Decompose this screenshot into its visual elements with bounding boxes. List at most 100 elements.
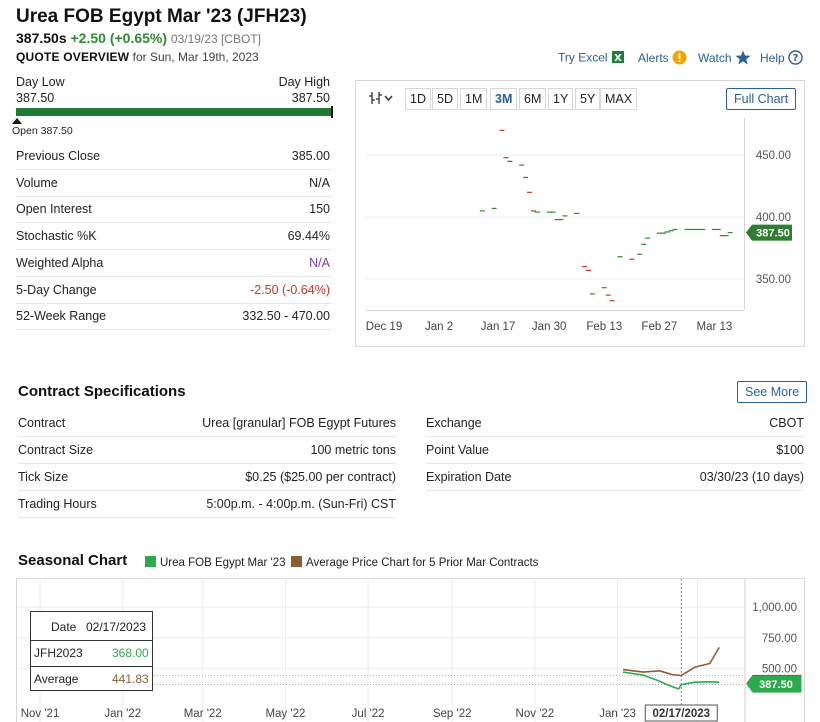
seasonal-y-tick: 500.00 bbox=[762, 663, 797, 675]
day-low-value: 387.50 bbox=[16, 91, 55, 105]
candlestick-icon bbox=[369, 92, 393, 104]
seasonal-series-current bbox=[622, 671, 720, 690]
tooltip-date-value: 02/17/2023 bbox=[86, 620, 147, 634]
price-chart-x-tick: Feb 13 bbox=[586, 321, 622, 333]
seasonal-x-tick: Jul '22 bbox=[352, 708, 385, 720]
spec-row: Contract Size 100 metric tons bbox=[18, 437, 396, 464]
open-label: Open 387.50 bbox=[12, 125, 73, 137]
range-button-5y[interactable]: 5Y bbox=[575, 88, 601, 110]
full-chart-button[interactable]: Full Chart bbox=[726, 88, 797, 110]
spec-value: Urea [granular] FOB Egypt Futures bbox=[202, 416, 396, 430]
chart-type-button[interactable] bbox=[368, 90, 394, 109]
spec-row: Tick Size $0.25 ($25.00 per contract) bbox=[18, 464, 396, 491]
spec-value: 100 metric tons bbox=[310, 443, 396, 457]
spec-row: Contract Urea [granular] FOB Egypt Future… bbox=[18, 410, 396, 437]
watch-link[interactable]: Watch bbox=[698, 50, 751, 68]
quote-overview-heading: QUOTE OVERVIEW for Sun, Mar 19th, 2023 bbox=[16, 50, 259, 64]
seasonal-x-tick: Jan '23 bbox=[599, 708, 636, 720]
see-more-button[interactable]: See More bbox=[737, 381, 808, 403]
quote-row-value: 150 bbox=[309, 202, 330, 217]
price-summary: 387.50s +2.50 (+0.65%) 03/19/23 [CBOT] bbox=[16, 30, 261, 46]
quote-row: Volume N/A bbox=[16, 171, 332, 197]
quote-row-label: Previous Close bbox=[16, 149, 101, 163]
open-marker-icon bbox=[12, 118, 22, 124]
quote-row-value: -2.50 (-0.64%) bbox=[250, 282, 330, 297]
spec-value: $0.25 ($25.00 per contract) bbox=[245, 470, 396, 484]
spec-label: Expiration Date bbox=[426, 470, 512, 484]
tooltip-row2-label: Average bbox=[34, 672, 79, 686]
price-chart-x-tick: Jan 2 bbox=[425, 321, 453, 333]
seasonal-badge-text: 387.50 bbox=[759, 679, 793, 691]
spec-row: Exchange CBOT bbox=[426, 410, 804, 437]
spec-label: Trading Hours bbox=[18, 497, 97, 511]
quote-row-label: Open Interest bbox=[16, 202, 92, 217]
last-price-badge: 387.50 bbox=[746, 224, 792, 241]
price-chart: 450.00 400.00 350.00 Dec 19 Jan 2 Jan 17 Jan 3… bbox=[366, 118, 792, 333]
svg-text:?: ? bbox=[793, 53, 799, 64]
seasonal-series-average bbox=[622, 646, 720, 677]
quote-row-label: 52-Week Range bbox=[16, 309, 107, 324]
price-chart-x-tick: Dec 19 bbox=[366, 321, 402, 333]
excel-icon: X bbox=[611, 50, 625, 67]
seasonal-y-tick: 750.00 bbox=[762, 633, 797, 645]
seasonal-tooltip: Date 02/17/2023 JFH2023 368.00 Average 4… bbox=[30, 611, 153, 691]
day-range-bar bbox=[16, 106, 333, 118]
price-chart-y-tick: 350.00 bbox=[756, 274, 791, 286]
last-price: 387.50s bbox=[16, 30, 67, 46]
spec-row: Point Value $100 bbox=[426, 437, 804, 464]
range-button-1d[interactable]: 1D bbox=[405, 88, 431, 110]
quote-row-value: 69.44% bbox=[287, 229, 330, 244]
spec-value: CBOT bbox=[769, 416, 804, 430]
seasonal-x-tick: Nov '21 bbox=[21, 708, 60, 720]
alert-icon bbox=[672, 50, 687, 68]
spec-value: 03/30/23 (10 days) bbox=[699, 470, 804, 484]
day-range-fill bbox=[16, 108, 332, 116]
spec-label: Tick Size bbox=[18, 470, 69, 484]
quote-row-label: Stochastic %K bbox=[16, 229, 97, 244]
day-high-label: Day High bbox=[278, 75, 330, 89]
price-chart-x-tick: Feb 27 bbox=[641, 321, 677, 333]
quote-row: Previous Close 385.00 bbox=[16, 144, 332, 170]
seasonal-x-tick: Nov '22 bbox=[516, 708, 555, 720]
day-high-value: 387.50 bbox=[291, 91, 330, 105]
quote-row-value: 332.50 - 470.00 bbox=[242, 309, 330, 324]
price-chart-x-tick: Mar 13 bbox=[697, 321, 733, 333]
range-button-3m[interactable]: 3M bbox=[490, 88, 518, 110]
seasonal-y-tick: 1,000.00 bbox=[752, 602, 797, 614]
seasonal-chart-title: Seasonal Chart bbox=[18, 552, 128, 569]
seasonal-x-tick: Mar '22 bbox=[184, 708, 222, 720]
seasonal-hover-date: 02/17/2023 bbox=[644, 704, 718, 722]
page-title: Urea FOB Egypt Mar '23 (JFH23) bbox=[16, 6, 307, 27]
seasonal-x-tick: May '22 bbox=[265, 708, 305, 720]
legend-item-current: Urea FOB Egypt Mar '23 bbox=[145, 556, 286, 569]
seasonal-x-tick: Jan '22 bbox=[104, 708, 141, 720]
range-button-1m[interactable]: 1M bbox=[460, 88, 488, 110]
range-button-6m[interactable]: 6M bbox=[519, 88, 547, 110]
quote-row: Weighted Alpha N/A bbox=[16, 251, 332, 277]
spec-label: Contract bbox=[18, 416, 66, 430]
legend-swatch-average bbox=[291, 556, 302, 567]
price-chart-x-tick: Jan 17 bbox=[481, 321, 516, 333]
spec-value: $100 bbox=[776, 443, 804, 457]
tooltip-row1-value: 368.00 bbox=[112, 646, 149, 660]
help-link[interactable]: Help ? bbox=[760, 50, 803, 68]
quote-row: 52-Week Range 332.50 - 470.00 bbox=[16, 304, 332, 331]
range-button-1y[interactable]: 1Y bbox=[548, 88, 574, 110]
seasonal-current-badge: 387.50 bbox=[746, 675, 802, 693]
range-button-5d[interactable]: 5D bbox=[432, 88, 458, 110]
last-price-badge-text: 387.50 bbox=[756, 228, 790, 240]
seasonal-x-tick: Sep '22 bbox=[433, 708, 472, 720]
try-excel-link[interactable]: Try Excel X bbox=[558, 50, 625, 67]
quote-row-label: 5-Day Change bbox=[16, 282, 97, 297]
spec-row: Expiration Date 03/30/23 (10 days) bbox=[426, 464, 804, 491]
range-button-max[interactable]: MAX bbox=[600, 88, 638, 110]
day-range-marker bbox=[331, 106, 333, 118]
quote-row: 5-Day Change -2.50 (-0.64%) bbox=[16, 278, 332, 304]
price-chart-y-tick: 450.00 bbox=[756, 150, 791, 162]
tooltip-date-label: Date bbox=[51, 620, 77, 634]
legend-swatch-current bbox=[145, 556, 156, 567]
alerts-link[interactable]: Alerts bbox=[638, 50, 687, 68]
quote-row-value: N/A bbox=[309, 255, 330, 270]
spec-label: Exchange bbox=[426, 416, 482, 430]
quote-row: Open Interest 150 bbox=[16, 197, 332, 224]
